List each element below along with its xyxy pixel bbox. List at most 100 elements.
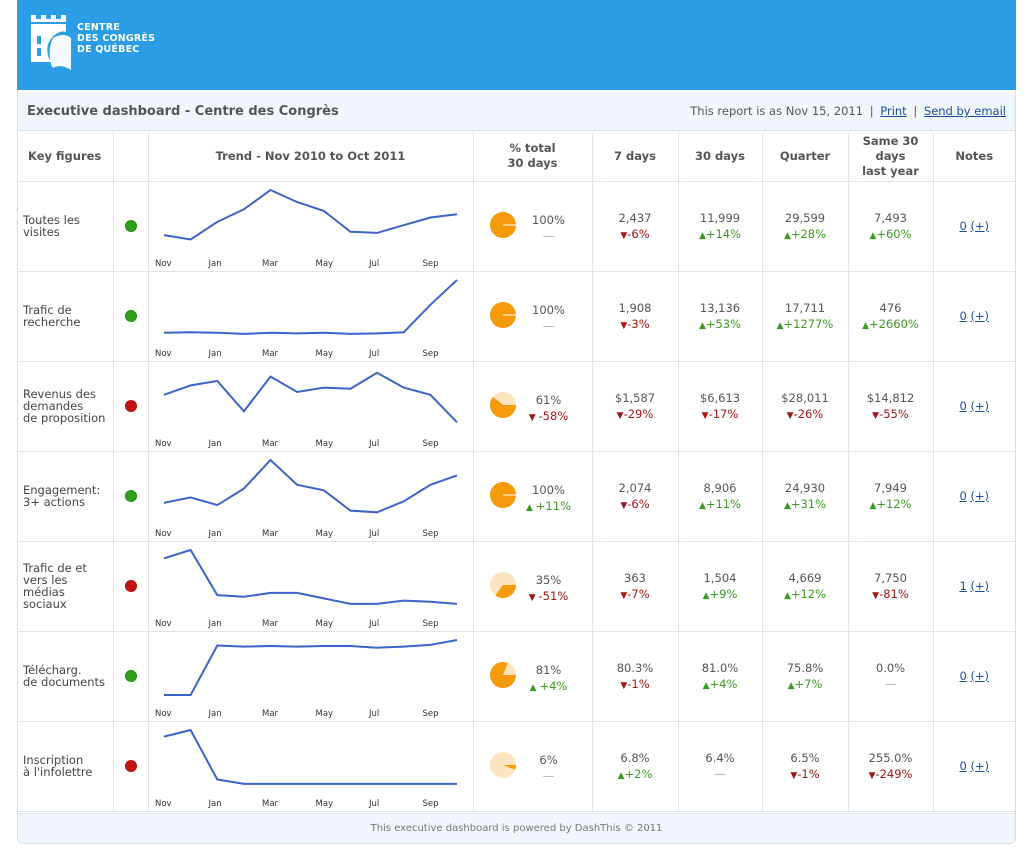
trend-axis-label: Sep <box>422 349 438 359</box>
trend-cell: Nov Jan Mar May Jul Sep <box>148 541 474 632</box>
metric-change-value: +1277% <box>783 317 834 331</box>
table-row: Trafic de et vers les médias sociaux Nov Jan M… <box>18 541 1015 632</box>
add-note-link[interactable]: (+) <box>970 579 990 593</box>
metric-change-value: +4% <box>709 677 738 691</box>
metric-change: ▲+2660% <box>849 317 933 331</box>
metric-change: ▲+9% <box>679 587 762 601</box>
arrow-up-icon: ▲ <box>698 501 706 511</box>
trend-line <box>163 548 457 605</box>
metric-value: 11,999 <box>699 211 741 225</box>
notes-count-link[interactable]: 0 <box>959 669 967 683</box>
add-note-link[interactable]: (+) <box>970 399 990 413</box>
metric-label: Engagement: 3+ actions <box>18 451 114 542</box>
metric-change-value: +28% <box>790 227 827 241</box>
metric-change: ▲+31% <box>763 497 848 511</box>
notes-count-link[interactable]: 0 <box>959 219 967 233</box>
notes-count-link[interactable]: 0 <box>959 309 967 323</box>
arrow-up-icon: ▲ <box>869 501 877 511</box>
metric-change: ▲+14% <box>679 227 762 241</box>
notes-count-link[interactable]: 0 <box>959 399 967 413</box>
col-last-year: Same 30 days last year <box>848 132 934 182</box>
metric-change-value: -55% <box>879 407 909 421</box>
metric-cell-d30: 13,136 ▲+53% <box>678 271 763 362</box>
add-note-link[interactable]: (+) <box>970 759 990 773</box>
trend-sparkline: Nov Jan Mar May Jul Sep <box>155 188 457 269</box>
trend-line <box>163 188 457 241</box>
send-email-link[interactable]: Send by email <box>923 104 1006 118</box>
share-cell: 100% ▲ +11% <box>473 451 593 542</box>
notes-count-link[interactable]: 1 <box>959 579 967 593</box>
col-last-year-line: days <box>875 148 906 163</box>
metric-change: ▲+28% <box>763 227 848 241</box>
dashboard-frame: CENTRE DES CONGRÈS DE QUÉBEC Executive d… <box>17 0 1016 844</box>
metric-change-value: +31% <box>790 497 827 511</box>
share-value: 61% <box>535 392 562 407</box>
metric-cell-d7: 363 ▼-7% <box>592 541 679 632</box>
col-last-year-line: last year <box>862 163 919 178</box>
add-note-link[interactable]: (+) <box>970 669 990 683</box>
share-cell: 35% ▼ -51% <box>473 541 593 632</box>
arrow-up-icon: ▲ <box>698 231 706 241</box>
metric-cell-last-year: 7,493 ▲+60% <box>848 181 934 272</box>
notes-count-link[interactable]: 0 <box>959 759 967 773</box>
share-pie-icon <box>489 661 516 688</box>
metric-change-value: -6% <box>627 227 650 241</box>
share-text: 100% — <box>514 213 584 243</box>
status-indicator-icon <box>124 669 137 682</box>
metric-label: Toutes les visites <box>18 181 114 272</box>
trend-axis-label: Jul <box>368 709 379 719</box>
share-pie-icon <box>489 571 516 598</box>
add-note-link[interactable]: (+) <box>970 219 990 233</box>
trend-axis-label: May <box>315 619 333 629</box>
arrow-up-icon: ▲ <box>702 591 710 601</box>
trend-axis-label: Jan <box>207 259 221 269</box>
metric-change-value: -81% <box>879 587 909 601</box>
trend-axis-label: May <box>315 259 333 269</box>
share-change: — <box>514 769 584 783</box>
trend-sparkline: Nov Jan Mar May Jul Sep <box>155 638 457 719</box>
metric-change-value: — <box>714 767 726 781</box>
metric-label: Trafic de recherche <box>18 271 114 362</box>
col-key-figures: Key figures <box>18 132 114 182</box>
metrics-table: Key figures Trend - Nov 2010 to Oct 2011… <box>18 132 1015 812</box>
trend-axis-label: Mar <box>262 619 279 629</box>
pie-slice <box>489 396 516 418</box>
share-pie-icon <box>489 301 516 328</box>
trend-axis-label: Sep <box>422 709 438 719</box>
share-change-value: +11% <box>535 498 571 513</box>
share-text: 100% ▲ +11% <box>514 483 584 513</box>
metric-cell-quarter: 29,599 ▲+28% <box>762 181 849 272</box>
metric-label-line: demandes <box>23 399 84 413</box>
separator: | <box>869 104 874 118</box>
status-indicator-icon <box>124 219 137 232</box>
metric-label-line: Télécharg. <box>23 663 82 677</box>
arrow-down-icon: ▼ <box>872 411 880 421</box>
share-change: ▲ +11% <box>514 499 584 513</box>
add-note-link[interactable]: (+) <box>970 309 990 323</box>
add-note-link[interactable]: (+) <box>970 489 990 503</box>
castle-logo-icon <box>31 15 71 70</box>
notes-count-link[interactable]: 0 <box>959 489 967 503</box>
trend-axis-label: Jan <box>207 349 221 359</box>
table-header-row: Key figures Trend - Nov 2010 to Oct 2011… <box>18 132 1015 182</box>
trend-axis-label: Nov <box>155 259 172 269</box>
share-pie-icon <box>489 751 516 778</box>
status-cell <box>113 271 149 362</box>
trend-axis-label: Nov <box>155 619 172 629</box>
metric-cell-last-year: 7,949 ▲+12% <box>848 451 934 542</box>
print-link[interactable]: Print <box>880 104 907 118</box>
metric-value: 1,504 <box>703 571 737 585</box>
trend-axis-label: Mar <box>262 529 279 539</box>
metric-change-value: -3% <box>627 317 650 331</box>
metric-change: ▼-55% <box>849 407 933 421</box>
arrow-down-icon: ▼ <box>528 412 539 423</box>
metric-value: 2,074 <box>618 481 652 495</box>
notes-cell: 1 (+) <box>933 541 1015 632</box>
trend-axis-label: Jul <box>368 349 379 359</box>
trend-cell: Nov Jan Mar May Jul Sep <box>148 631 474 722</box>
metric-cell-last-year: 476 ▲+2660% <box>848 271 934 362</box>
metric-cell-quarter: 4,669 ▲+12% <box>762 541 849 632</box>
trend-axis-label: May <box>315 439 333 449</box>
notes-cell: 0 (+) <box>933 721 1015 812</box>
pie-slice <box>502 764 516 770</box>
